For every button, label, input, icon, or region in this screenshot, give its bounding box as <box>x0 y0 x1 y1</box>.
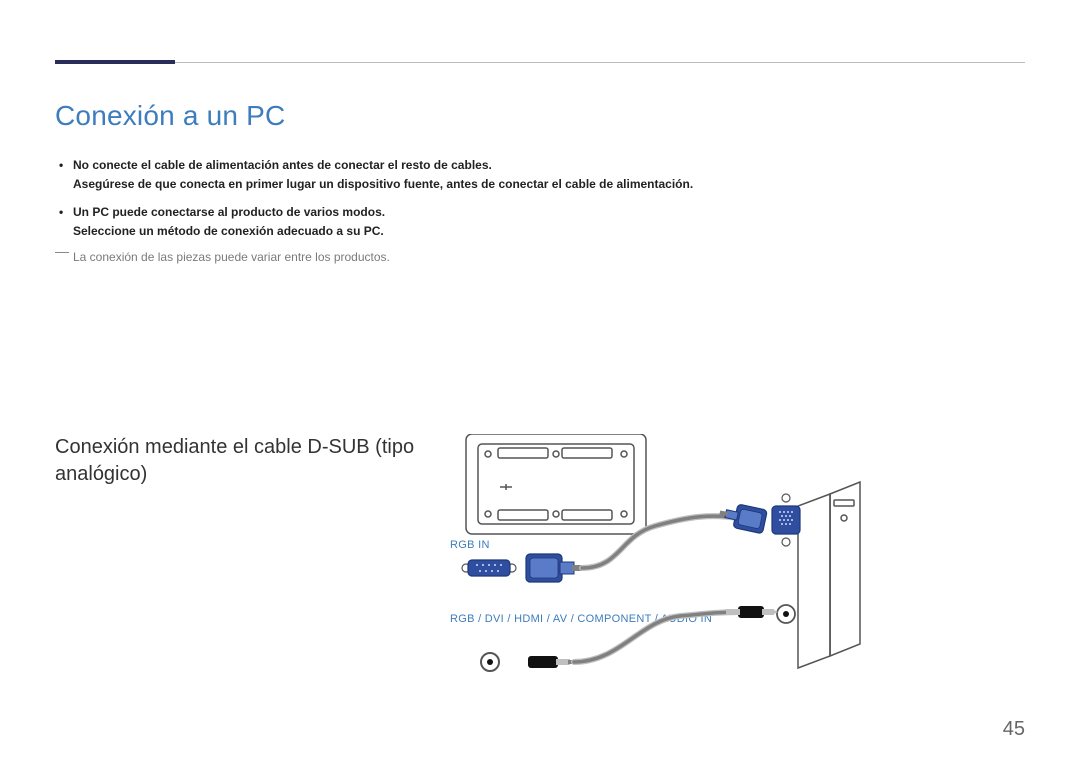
audio-cable-icon <box>528 606 778 668</box>
footnote-text: La conexión de las piezas puede variar e… <box>73 250 390 264</box>
monitor-icon <box>466 434 646 534</box>
bullet-2-line2: Seleccione un método de conexión adecuad… <box>73 222 1025 241</box>
section-subtitle: Conexión mediante el cable D-SUB (tipo a… <box>55 434 430 488</box>
pc-tower-icon <box>798 482 860 668</box>
connection-diagram: RGB IN RGB / DVI / HDMI / AV / COMPONENT… <box>450 434 970 694</box>
footnote-dash-icon <box>55 252 69 253</box>
monitor-audio-jack-icon <box>481 653 499 671</box>
footnote: La conexión de las piezas puede variar e… <box>55 250 1025 264</box>
pc-audio-jack-icon <box>777 605 795 623</box>
bullet-2: Un PC puede conectarse al producto de va… <box>55 203 1025 240</box>
bullet-2-line1: Un PC puede conectarse al producto de va… <box>73 205 385 219</box>
right-column: RGB IN RGB / DVI / HDMI / AV / COMPONENT… <box>450 434 1025 694</box>
page-number: 45 <box>1003 718 1025 741</box>
header-rule <box>55 62 1025 63</box>
monitor-rgb-port-icon <box>462 560 516 576</box>
bullet-1-line1: No conecte el cable de alimentación ante… <box>73 158 492 172</box>
warning-list: No conecte el cable de alimentación ante… <box>55 156 1025 240</box>
bullet-1-line2: Asegúrese de que conecta en primer lugar… <box>73 175 1025 194</box>
left-column: Conexión mediante el cable D-SUB (tipo a… <box>55 434 450 694</box>
pc-vga-port-icon <box>772 494 800 546</box>
bullet-1: No conecte el cable de alimentación ante… <box>55 156 1025 193</box>
page-title: Conexión a un PC <box>55 100 1025 132</box>
content-row: Conexión mediante el cable D-SUB (tipo a… <box>55 434 1025 694</box>
header-accent <box>55 60 175 64</box>
diagram-svg <box>450 434 970 694</box>
